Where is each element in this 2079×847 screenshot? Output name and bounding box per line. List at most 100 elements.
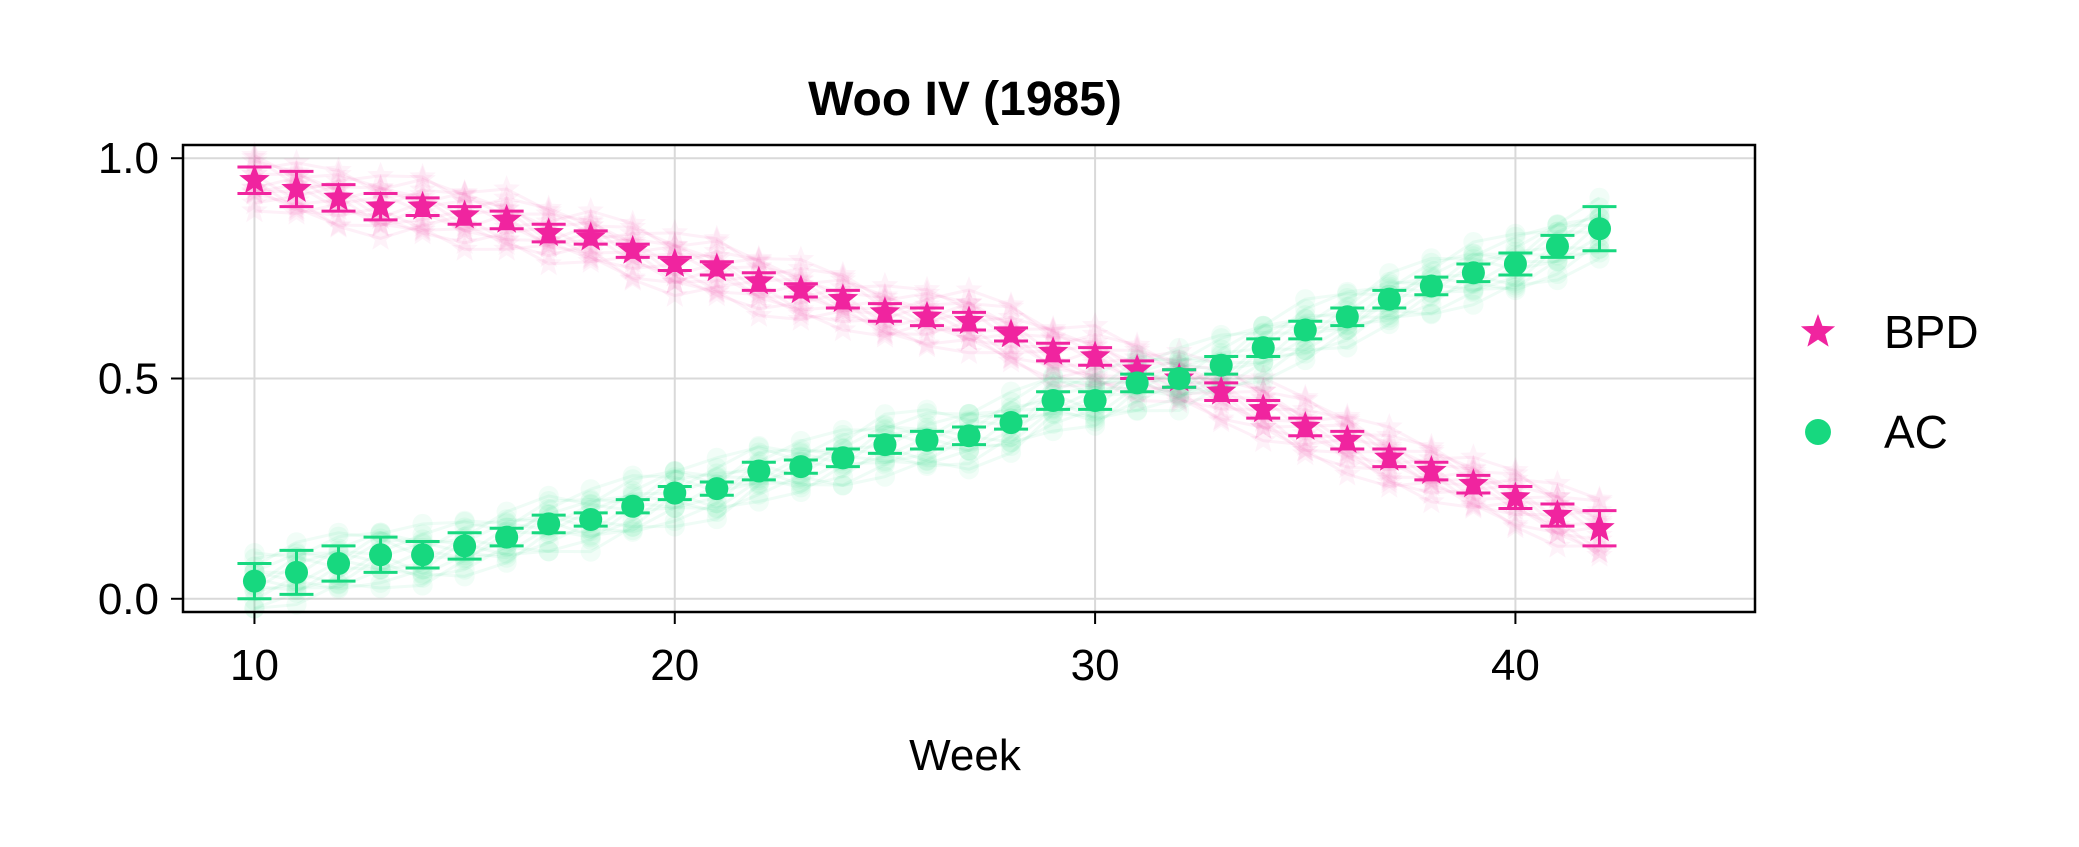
trajectory-point [790, 474, 811, 495]
data-point-ac [453, 534, 477, 558]
trajectory-point [1042, 367, 1064, 388]
data-point-bpd [1121, 353, 1153, 383]
trajectory-point [454, 510, 475, 531]
trajectory-point [1085, 406, 1106, 427]
trajectory-point [1544, 483, 1571, 509]
data-point-ac [369, 543, 393, 567]
data-point-ac [831, 446, 855, 470]
trajectory-point [1169, 388, 1190, 409]
trajectory-point [1334, 442, 1361, 468]
trajectory-point [1547, 214, 1568, 235]
trajectory-point [1169, 386, 1190, 407]
trajectory-point [1376, 468, 1403, 494]
trajectory-point [454, 511, 475, 533]
data-point-bpd [617, 234, 648, 264]
trajectory-line [254, 257, 1601, 590]
trajectory-point [580, 490, 601, 512]
trajectory-point [1291, 430, 1319, 457]
trajectory-point [874, 454, 896, 475]
trajectory-point [745, 283, 773, 309]
trajectory-point [955, 338, 983, 364]
trajectory-point [412, 513, 433, 535]
trajectory-point [580, 479, 601, 500]
trajectory-point [1253, 371, 1274, 392]
trajectory-point [745, 280, 773, 306]
trajectory-point [661, 281, 689, 307]
trajectory-point [832, 474, 853, 496]
data-point-ac [1545, 234, 1569, 258]
data-point-bpd [281, 173, 312, 202]
trajectory-point [1039, 323, 1067, 349]
trajectory-point [1081, 320, 1109, 346]
trajectory-point [1376, 413, 1403, 439]
data-point-bpd [449, 199, 480, 229]
data-point-bpd [1248, 393, 1279, 423]
trajectory-point [451, 228, 478, 255]
legend-marker-ac [1805, 419, 1831, 445]
trajectory-point [1334, 453, 1361, 479]
data-point-ac [621, 494, 645, 518]
data-point-ac [915, 428, 939, 452]
trajectory-point [493, 235, 520, 261]
trajectory-point [1376, 463, 1403, 489]
trajectory-point [1000, 442, 1022, 463]
trajectory-point [871, 311, 899, 337]
data-point-bpd [659, 248, 690, 277]
trajectory-point [1589, 187, 1610, 208]
trajectory-point [244, 542, 265, 564]
trajectory-point [1253, 315, 1274, 336]
trajectory-point [1211, 324, 1232, 346]
trajectory-point [790, 438, 811, 460]
trajectory-point [1039, 372, 1067, 398]
trajectory-point [622, 516, 643, 537]
trajectory-point [454, 566, 475, 587]
trajectory-point [538, 532, 559, 553]
trajectory-point [367, 210, 394, 236]
trajectory-point [496, 552, 517, 573]
trajectory-point [664, 461, 685, 482]
trajectory-point [1589, 242, 1610, 263]
trajectory-point [874, 466, 896, 487]
trajectory-point [1000, 391, 1022, 412]
trajectory-point [325, 211, 352, 237]
data-point-ac [873, 433, 897, 457]
trajectory-line [253, 223, 1600, 587]
trajectory-point [622, 519, 643, 541]
trajectory-point [1042, 365, 1064, 386]
grid-lines [183, 145, 1755, 612]
trajectory-point [1460, 490, 1487, 516]
trajectory-point [577, 235, 604, 262]
trajectory-point [325, 160, 352, 186]
trajectory-point [1463, 246, 1484, 267]
trajectory-point [1463, 279, 1484, 300]
data-point-bpd [239, 164, 270, 194]
data-point-bpd [1206, 375, 1237, 405]
trajectory-point [661, 232, 689, 258]
trajectory-point [955, 325, 983, 351]
trajectory-point [535, 231, 562, 257]
trajectory-point [958, 403, 980, 424]
trajectory-point [790, 481, 811, 503]
trajectory-point [1418, 435, 1445, 461]
trajectory-point [1544, 469, 1571, 495]
trajectory-point [790, 472, 811, 493]
data-point-bpd [743, 265, 775, 295]
trajectory-point [328, 578, 349, 599]
trajectory-point [409, 214, 436, 241]
trajectory-point [1547, 269, 1568, 291]
trajectory-point [661, 218, 689, 245]
trajectory-point [496, 509, 517, 530]
trajectory-point [622, 516, 643, 537]
trajectory-point [1334, 411, 1361, 437]
data-point-ac [1209, 353, 1233, 377]
trajectory-point [1379, 271, 1400, 293]
trajectory-point [1291, 436, 1319, 462]
trajectory-point [538, 541, 559, 562]
trajectory-point [1376, 421, 1403, 447]
trajectory-point [661, 267, 689, 293]
trajectory-point [1502, 465, 1529, 491]
trajectory-point [1460, 443, 1487, 469]
individual-trajectories [241, 141, 1613, 619]
trajectory-point [829, 316, 857, 342]
trajectory-point [325, 201, 352, 228]
